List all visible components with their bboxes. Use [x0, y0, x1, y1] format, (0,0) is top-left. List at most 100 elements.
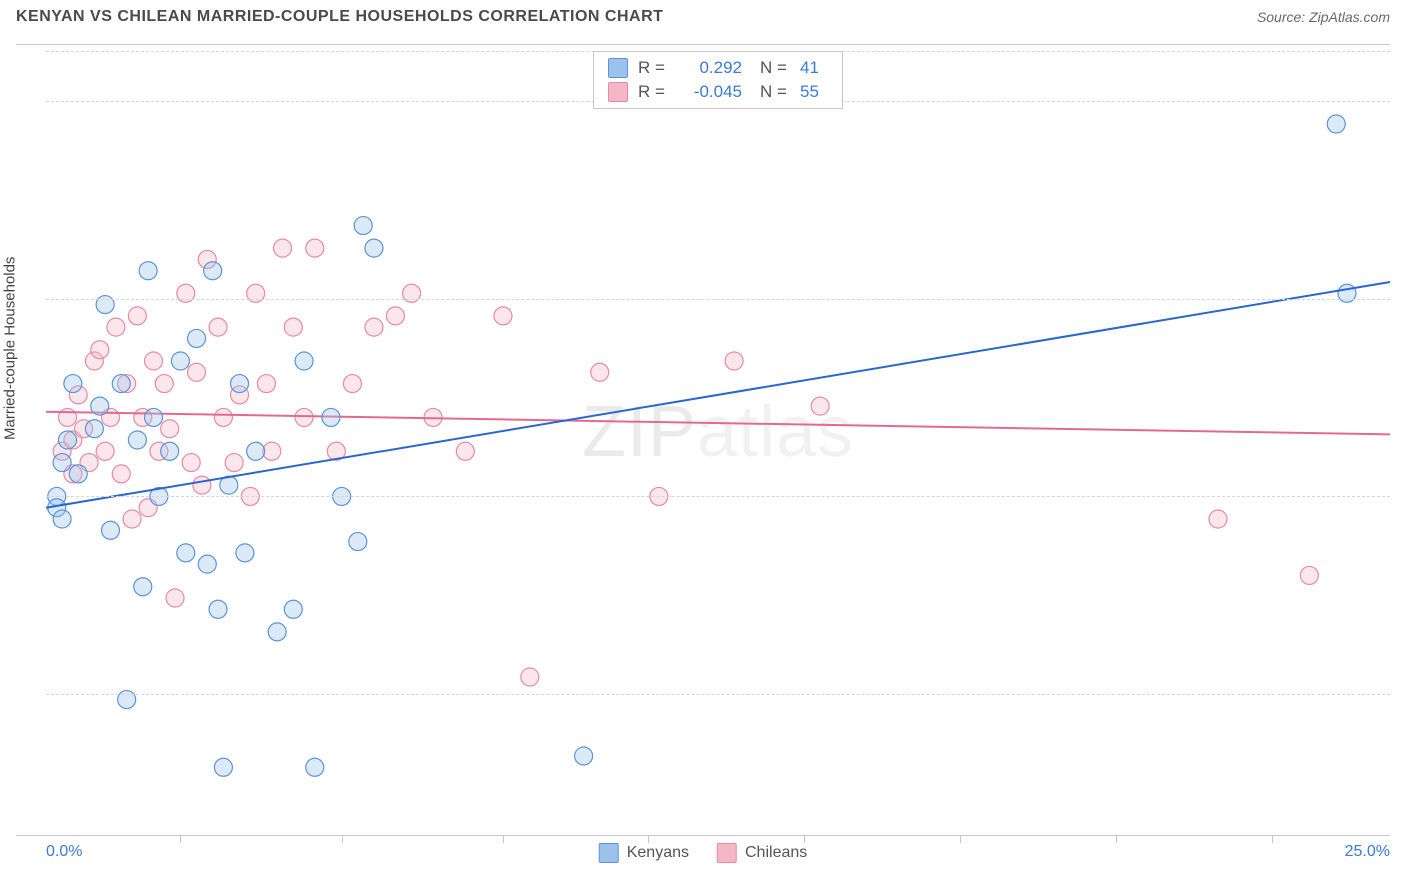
data-point: [123, 510, 141, 528]
data-point: [322, 408, 340, 426]
swatch-chileans: [608, 82, 628, 102]
data-point: [53, 454, 71, 472]
x-tick: [804, 835, 805, 843]
data-point: [209, 600, 227, 618]
data-point: [295, 408, 313, 426]
trend-line: [46, 412, 1390, 435]
data-point: [139, 262, 157, 280]
n-label: N =: [760, 82, 790, 102]
data-point: [155, 375, 173, 393]
swatch-kenyans: [608, 58, 628, 78]
legend-row-chileans: R = -0.045 N = 55: [608, 80, 828, 104]
x-tick: [180, 835, 181, 843]
x-tick: [503, 835, 504, 843]
data-point: [177, 544, 195, 562]
data-point: [69, 465, 87, 483]
data-point: [354, 217, 372, 235]
r-value-chileans: -0.045: [682, 82, 742, 102]
data-point: [386, 307, 404, 325]
swatch-chileans-icon: [717, 843, 737, 863]
r-label: R =: [638, 58, 672, 78]
data-point: [263, 442, 281, 460]
data-point: [112, 465, 130, 483]
data-point: [102, 521, 120, 539]
data-point: [274, 239, 292, 257]
data-point: [107, 318, 125, 336]
data-point: [365, 318, 383, 336]
plot-area: ZIPatlas 27.5%45.0%62.5%80.0% R = 0.292 …: [46, 45, 1390, 835]
r-value-kenyans: 0.292: [682, 58, 742, 78]
data-point: [257, 375, 275, 393]
data-point: [365, 239, 383, 257]
data-point: [112, 375, 130, 393]
data-point: [295, 352, 313, 370]
data-point: [214, 758, 232, 776]
data-point: [456, 442, 474, 460]
legend-item-kenyans: Kenyans: [599, 843, 689, 863]
data-point: [171, 352, 189, 370]
data-point: [1300, 566, 1318, 584]
data-point: [284, 600, 302, 618]
n-value-kenyans: 41: [800, 58, 828, 78]
data-point: [306, 239, 324, 257]
data-point: [225, 454, 243, 472]
x-axis-min-label: 0.0%: [46, 843, 82, 861]
data-point: [128, 307, 146, 325]
data-point: [268, 623, 286, 641]
data-point: [161, 442, 179, 460]
data-point: [231, 375, 249, 393]
series-legend: Kenyans Chileans: [599, 843, 808, 863]
data-point: [128, 431, 146, 449]
data-point: [145, 352, 163, 370]
gridline: [46, 299, 1390, 300]
data-point: [209, 318, 227, 336]
x-tick: [960, 835, 961, 843]
chart-container: Married-couple Households ZIPatlas 27.5%…: [16, 44, 1390, 836]
data-point: [811, 397, 829, 415]
x-tick: [342, 835, 343, 843]
x-tick: [1116, 835, 1117, 843]
data-point: [247, 442, 265, 460]
x-tick: [1272, 835, 1273, 843]
data-point: [161, 420, 179, 438]
data-point: [91, 341, 109, 359]
chart-title: KENYAN VS CHILEAN MARRIED-COUPLE HOUSEHO…: [16, 8, 663, 26]
x-tick: [648, 835, 649, 843]
gridline: [46, 694, 1390, 695]
data-point: [182, 454, 200, 472]
data-point: [145, 408, 163, 426]
legend-row-kenyans: R = 0.292 N = 41: [608, 56, 828, 80]
data-point: [134, 578, 152, 596]
data-point: [91, 397, 109, 415]
data-point: [59, 431, 77, 449]
data-point: [1209, 510, 1227, 528]
data-point: [343, 375, 361, 393]
data-point: [188, 329, 206, 347]
data-point: [214, 408, 232, 426]
data-point: [85, 420, 103, 438]
data-point: [575, 747, 593, 765]
scatter-plot: [46, 45, 1390, 835]
chart-source: Source: ZipAtlas.com: [1257, 9, 1390, 25]
data-point: [166, 589, 184, 607]
y-axis-label: Married-couple Households: [2, 257, 19, 440]
n-value-chileans: 55: [800, 82, 828, 102]
swatch-kenyans-icon: [599, 843, 619, 863]
x-axis-max-label: 25.0%: [1345, 843, 1390, 861]
data-point: [1327, 115, 1345, 133]
legend-label-chileans: Chileans: [745, 844, 807, 862]
correlation-legend: R = 0.292 N = 41 R = -0.045 N = 55: [593, 51, 843, 109]
data-point: [204, 262, 222, 280]
legend-label-kenyans: Kenyans: [627, 844, 689, 862]
legend-item-chileans: Chileans: [717, 843, 807, 863]
data-point: [193, 476, 211, 494]
data-point: [236, 544, 254, 562]
data-point: [198, 555, 216, 573]
data-point: [494, 307, 512, 325]
data-point: [53, 510, 71, 528]
data-point: [725, 352, 743, 370]
data-point: [349, 533, 367, 551]
r-label: R =: [638, 82, 672, 102]
data-point: [521, 668, 539, 686]
data-point: [64, 375, 82, 393]
